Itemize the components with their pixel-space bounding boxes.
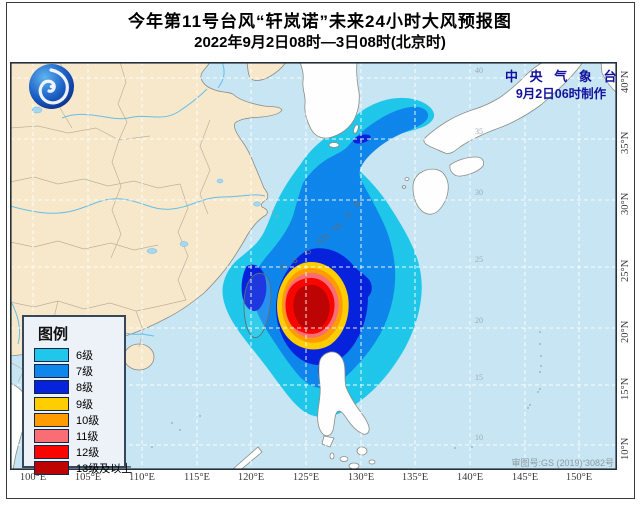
legend-rows: 6级 7级 8级 9级 10级 11级 12级 13级及以上 — [34, 347, 132, 477]
inner-latitude-number: 40 — [475, 66, 483, 75]
legend-swatch — [34, 445, 69, 460]
latitude-label: 15°N — [620, 377, 631, 400]
inner-latitude-number: 35 — [475, 127, 483, 136]
inner-latitude-number: 20 — [475, 316, 483, 325]
map-border — [10, 62, 617, 470]
longitude-label: 150°E — [565, 472, 593, 483]
page-subtitle: 2022年9月2日08时—3日08时(北京时) — [194, 34, 446, 51]
legend-swatch — [34, 348, 69, 363]
graticule — [10, 62, 617, 470]
latitude-label: 40°N — [620, 70, 631, 93]
longitude-label: 145°E — [511, 472, 539, 483]
legend-item: 12级 — [34, 444, 124, 460]
legend-label: 8级 — [76, 382, 94, 395]
legend-box: 图例 6级 7级 8级 9级 10级 11级 12级 13级及以上 — [22, 315, 132, 476]
legend-item: 8级 — [34, 379, 124, 395]
inner-latitude-number: 10 — [475, 433, 483, 442]
longitude-label: 120°E — [237, 472, 265, 483]
legend-swatch — [34, 396, 69, 411]
legend-label: 9级 — [76, 398, 94, 411]
legend-swatch — [34, 380, 69, 395]
legend-swatch — [34, 429, 69, 444]
legend-item: 11级 — [34, 428, 124, 444]
issue-time: 9月2日06时制作 — [515, 87, 607, 101]
legend-item: 10级 — [34, 412, 124, 428]
longitude-label: 135°E — [401, 472, 429, 483]
legend-item: 9级 — [34, 396, 124, 412]
latitude-label: 10°N — [620, 437, 631, 460]
legend-label: 7级 — [76, 366, 94, 379]
inner-latitude-number: 30 — [475, 188, 483, 197]
legend-label: 6级 — [76, 350, 94, 363]
latitude-label: 20°N — [620, 320, 631, 343]
legend-item: 13级及以上 — [34, 460, 132, 476]
latitude-label: 30°N — [620, 192, 631, 215]
longitude-label: 115°E — [184, 472, 210, 483]
longitude-label: 140°E — [456, 472, 484, 483]
legend-swatch — [34, 364, 69, 379]
legend-swatch — [34, 412, 69, 427]
page-title: 今年第11号台风“轩岚诺”未来24小时大风预报图 — [128, 12, 512, 31]
legend-title: 图例 — [38, 326, 69, 343]
longitude-label: 100°E — [19, 472, 47, 483]
latitude-label: 25°N — [620, 259, 631, 282]
longitude-label: 130°E — [347, 472, 375, 483]
legend-label: 11级 — [76, 431, 99, 444]
legend-item: 7级 — [34, 363, 124, 379]
longitude-label: 125°E — [292, 472, 320, 483]
longitude-label: 110°E — [129, 472, 155, 483]
legend-label: 10级 — [76, 414, 100, 427]
longitude-label: 105°E — [74, 472, 102, 483]
latitude-label: 35°N — [620, 131, 631, 154]
legend-label: 13级及以上 — [76, 463, 133, 476]
legend-label: 12级 — [76, 447, 100, 460]
agency-name: 中 央 气 象 台 — [505, 69, 621, 84]
inner-latitude-number: 25 — [475, 255, 483, 264]
legend-item: 6级 — [34, 347, 124, 363]
legend-swatch — [34, 461, 69, 476]
cma-logo-icon — [29, 64, 74, 109]
inner-latitude-number: 15 — [475, 373, 483, 382]
map-approval-number: 审图号:GS (2019) 3082号 — [511, 458, 614, 468]
